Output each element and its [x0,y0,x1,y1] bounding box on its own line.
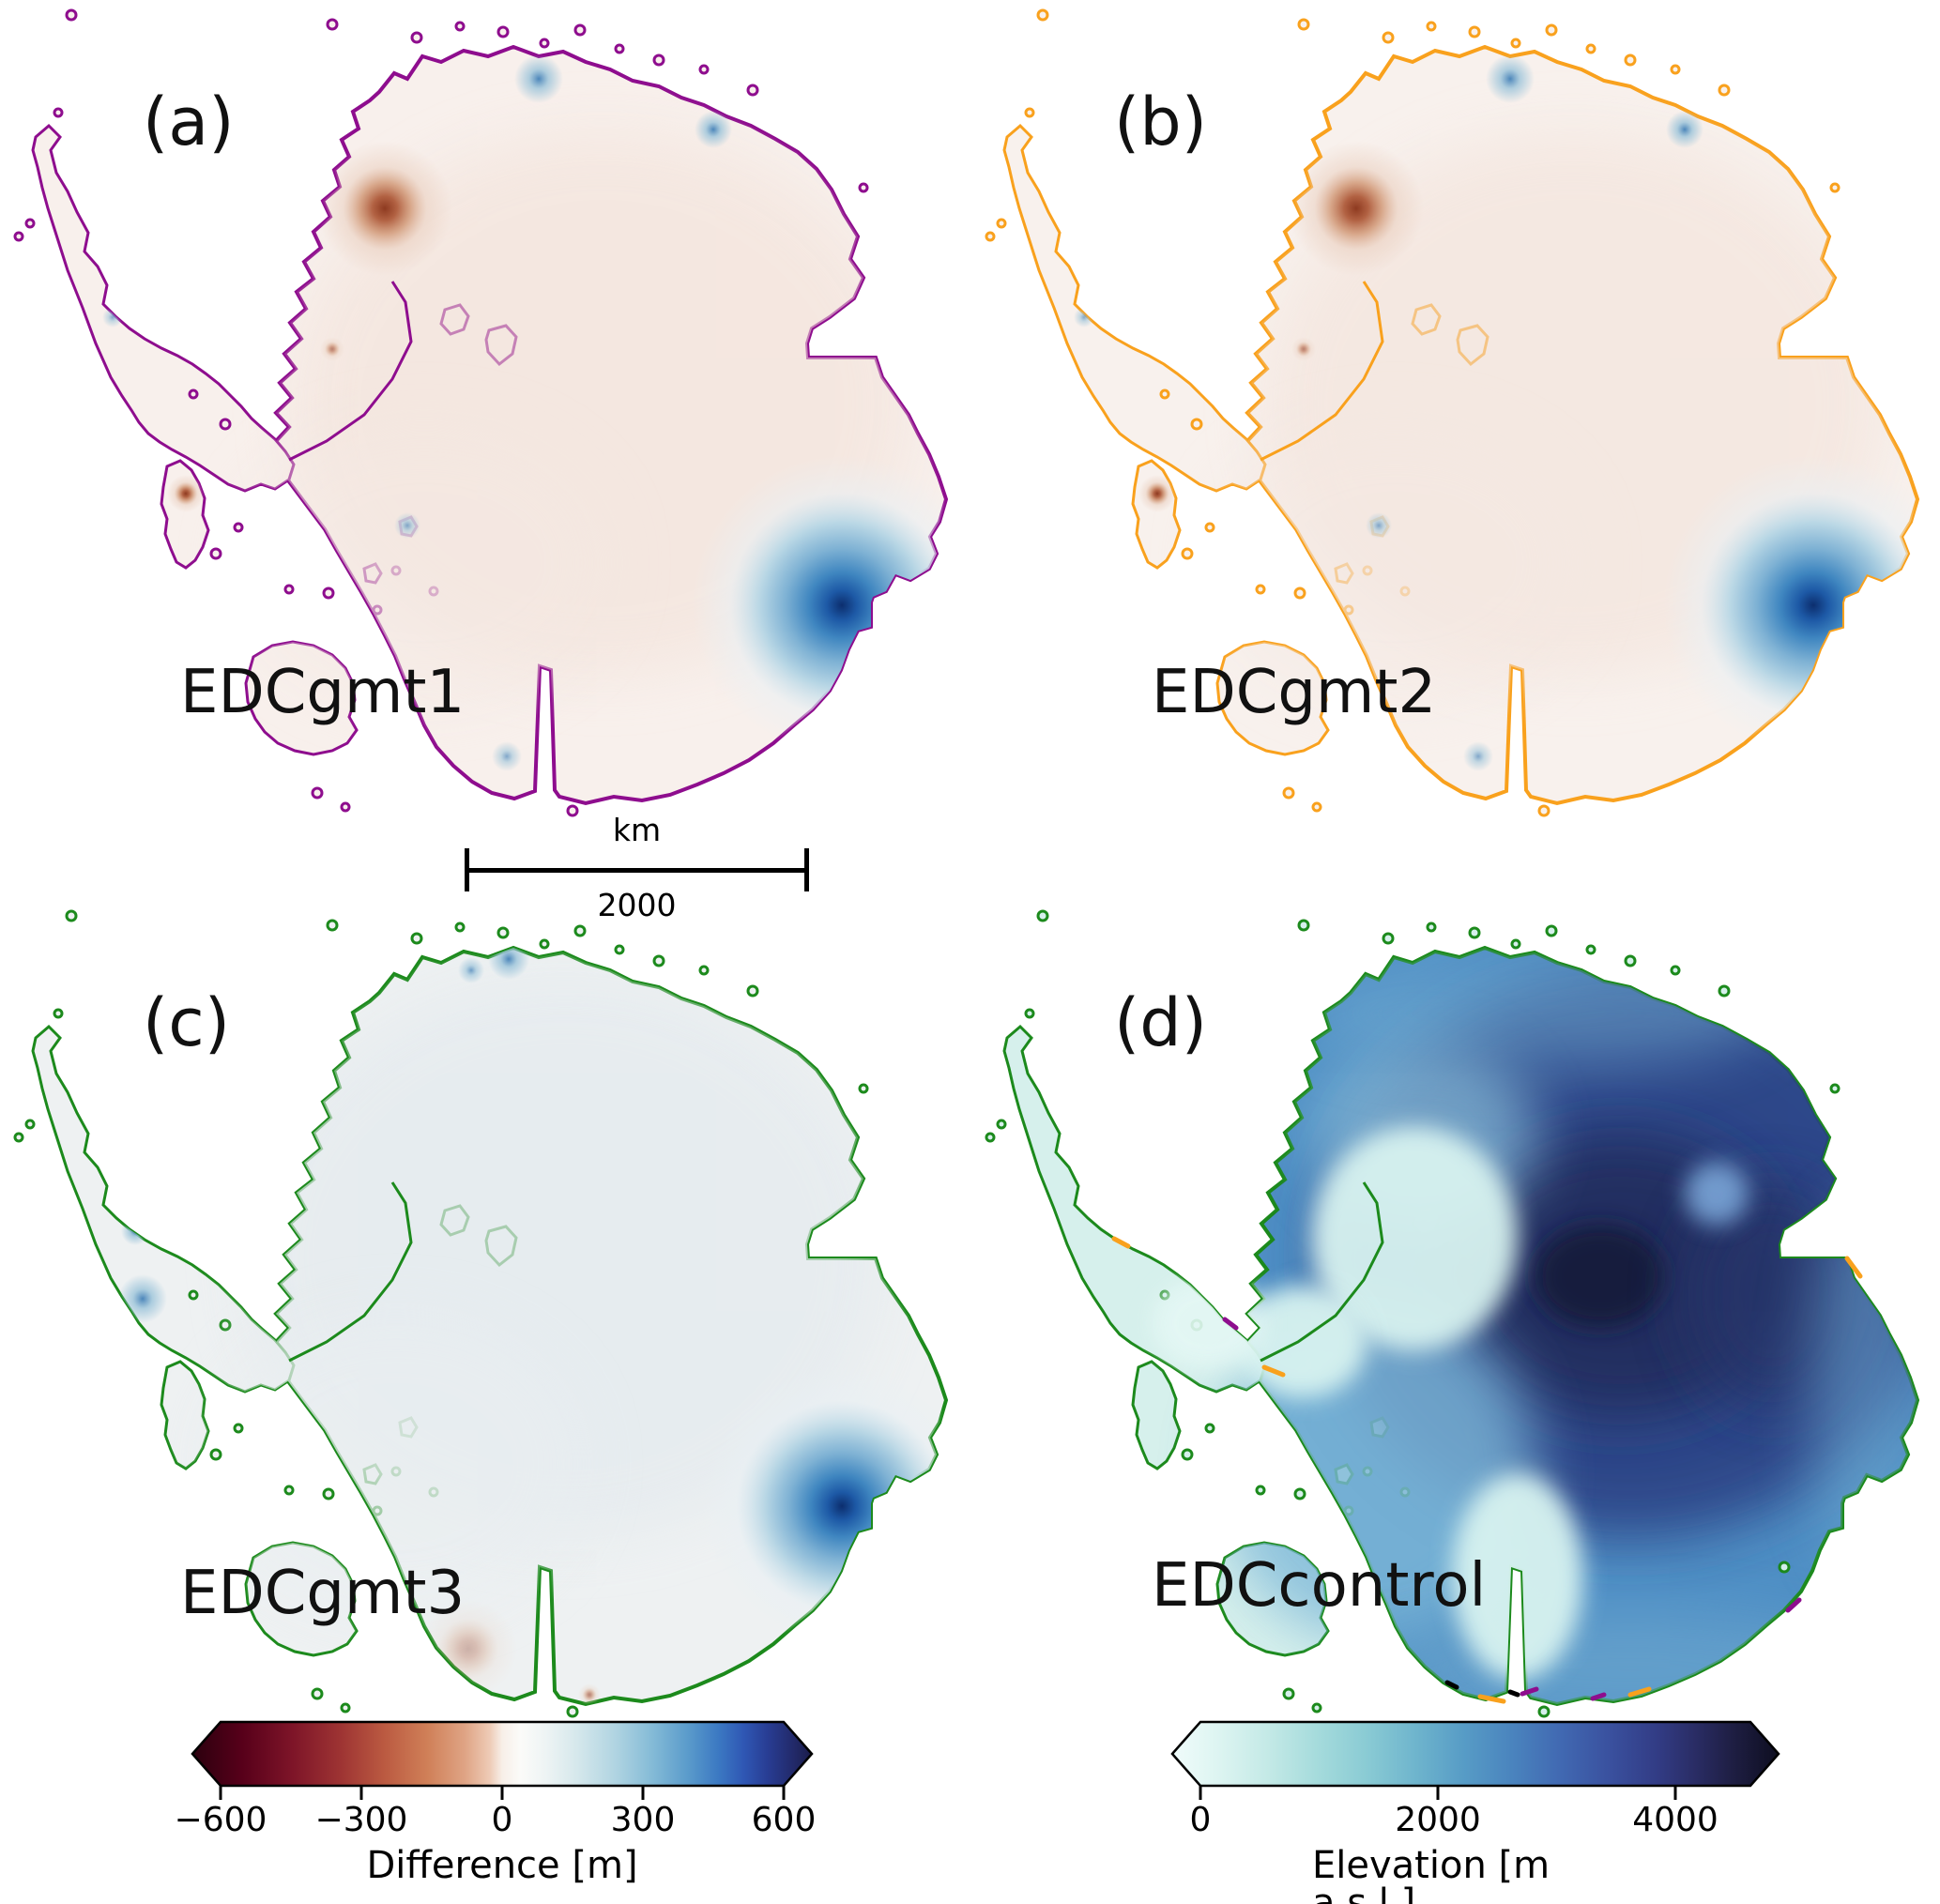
tick-label: 2000 [1395,1801,1481,1839]
colorbar-elevation-ticks [1199,1786,1677,1800]
tick-label: 4000 [1632,1801,1719,1839]
scale-bar-unit: km [612,812,662,848]
colorbar-elevation-label: Elevation [m a.s.l.] [1312,1844,1550,1904]
panel-b: (b) EDCgmt2 [973,0,1940,826]
tick-label: 300 [610,1801,676,1839]
colorbar-elevation-bar [1170,1720,1780,1800]
tick-label: −600 [174,1801,267,1839]
panel-d-letter: (d) [1114,984,1208,1061]
colorbar-difference-label: Difference [m] [366,1844,638,1887]
panel-a-name: EDCgmt1 [180,658,466,727]
colorbar-difference-ticks [219,1786,786,1800]
scale-bar-line [465,868,809,873]
scale-bar-cap-left [465,848,469,891]
panel-c: (c) EDCgmt3 [2,901,969,1727]
panel-a: (a) EDCgmt1 [2,0,969,826]
panel-c-name: EDCgmt3 [180,1559,466,1628]
scale-bar-cap-right [804,848,809,891]
panel-d: (d) EDCcontrol [973,901,1940,1727]
tick-label: 0 [1189,1801,1212,1839]
tick-label: −300 [314,1801,408,1839]
panel-d-name: EDCcontrol [1152,1551,1487,1621]
panel-b-letter: (b) [1114,84,1208,160]
scale-bar-value: 2000 [597,887,677,923]
colorbar-elevation: 0 2000 4000 Elevation [m a.s.l.] [1153,1717,1810,1904]
tick-label: 0 [491,1801,513,1839]
scale-bar: km 2000 [465,812,809,923]
colorbar-difference: −600 −300 0 300 600 Difference [m] [174,1717,831,1904]
tick-label: 600 [751,1801,817,1839]
panel-b-name: EDCgmt2 [1152,658,1437,727]
panel-a-letter: (a) [143,84,235,160]
colorbar-difference-bar [191,1720,814,1800]
panel-c-letter: (c) [143,984,231,1061]
